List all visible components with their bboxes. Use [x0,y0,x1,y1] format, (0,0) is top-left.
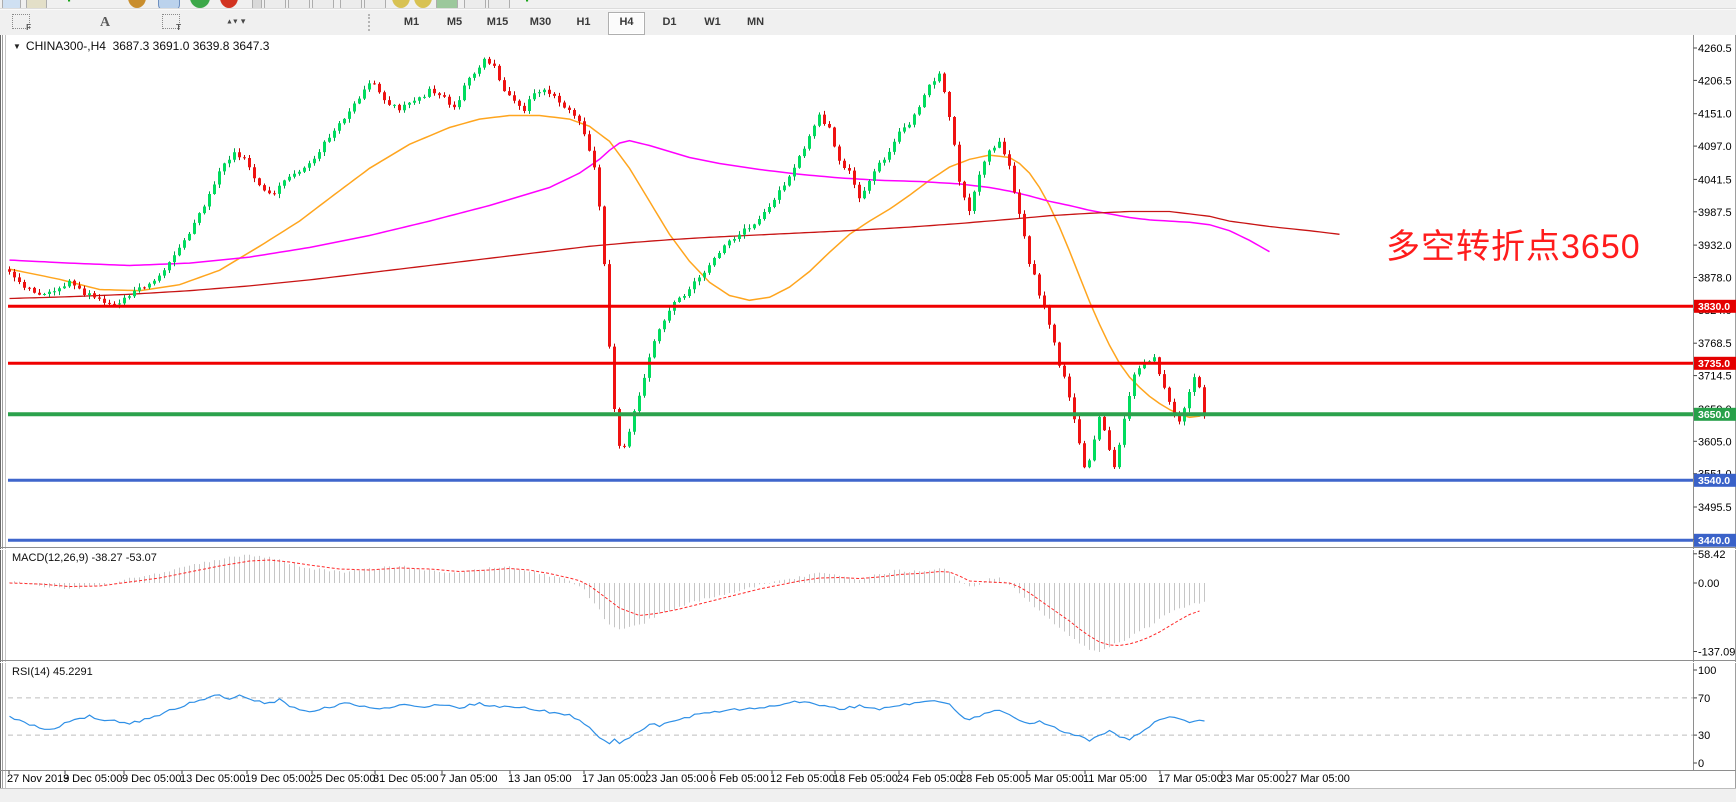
stop-icon-icon[interactable] [220,0,238,8]
timeframe-button-W1[interactable]: W1 [694,12,731,35]
svg-text:-137.09: -137.09 [1698,647,1735,659]
svg-text:3735.0: 3735.0 [1698,358,1730,370]
svg-text:4206.5: 4206.5 [1698,75,1732,87]
svg-text:3 Dec 05:00: 3 Dec 05:00 [63,773,122,785]
timeframe-button-M1[interactable]: M1 [393,12,430,35]
svg-text:3540.0: 3540.0 [1698,475,1730,487]
timeframe-button-M5[interactable]: M5 [436,12,473,35]
svg-text:31 Dec 05:00: 31 Dec 05:00 [373,773,438,785]
add-indicator-icon-icon[interactable]: + [518,0,536,8]
svg-text:3605.0: 3605.0 [1698,436,1732,448]
timeframe-buttons: M1 M5 M15 M30 H1 H4 D1 W1 MN [393,12,774,35]
timeframe-button-M15[interactable]: M15 [479,12,516,35]
svg-text:100: 100 [1698,665,1716,677]
timeframe-button-M30[interactable]: M30 [522,12,559,35]
chart-symbol: CHINA300-,H4 [26,39,106,53]
svg-text:3650.0: 3650.0 [1698,409,1730,421]
market-watch-icon-icon[interactable] [26,0,47,9]
label-letter: T [176,23,181,32]
svg-text:13 Dec 05:00: 13 Dec 05:00 [180,773,245,785]
chart-title: ▼ CHINA300-,H4 3687.3 3691.0 3639.8 3647.… [13,39,269,53]
svg-text:23 Jan 05:00: 23 Jan 05:00 [645,773,709,785]
arrows-glyph: ▲▼ [226,18,238,25]
svg-text:3932.0: 3932.0 [1698,240,1732,252]
svg-text:12 Feb 05:00: 12 Feb 05:00 [770,773,835,785]
svg-text:4260.5: 4260.5 [1698,43,1732,55]
text-label-tool-icon[interactable]: T [162,13,180,33]
timeframe-button-MN[interactable]: MN [737,12,774,35]
svg-text:9 Dec 05:00: 9 Dec 05:00 [122,773,181,785]
fibonacci-box-icon: F [12,14,30,29]
drawing-toolbar: F A T ▲▼▾ M1 M5 M15 M30 H1 H4 D1 W1 MN [0,9,1736,35]
macd-label: MACD(12,26,9) -38.27 -53.07 [12,552,157,564]
list-icon-icon[interactable] [252,0,262,9]
svg-text:5 Mar 05:00: 5 Mar 05:00 [1025,773,1084,785]
svg-text:3495.5: 3495.5 [1698,502,1732,514]
text-letter: A [100,15,110,30]
templates-icon-icon[interactable] [414,0,432,8]
chart-background [0,35,1736,788]
periods-icon-icon[interactable] [464,0,486,9]
svg-text:30: 30 [1698,730,1710,742]
svg-text:3987.5: 3987.5 [1698,207,1732,219]
new-template-icon-icon[interactable] [392,0,410,8]
svg-text:4097.0: 4097.0 [1698,141,1732,153]
svg-text:27 Nov 2019: 27 Nov 2019 [7,773,69,785]
compass-icon-icon[interactable] [128,0,146,8]
svg-text:19 Dec 05:00: 19 Dec 05:00 [245,773,310,785]
svg-text:17 Jan 05:00: 17 Jan 05:00 [582,773,646,785]
svg-text:11 Mar 05:00: 11 Mar 05:00 [1083,773,1147,785]
svg-text:23 Mar 05:00: 23 Mar 05:00 [1220,773,1285,785]
svg-text:27 Mar 05:00: 27 Mar 05:00 [1285,773,1350,785]
label-box-icon: T [162,14,180,29]
svg-text:28 Feb 05:00: 28 Feb 05:00 [960,773,1025,785]
zoom-out-icon-icon[interactable] [364,0,386,9]
text-tool-icon[interactable]: A [100,13,110,33]
windows-icon-icon[interactable] [488,0,510,9]
svg-text:3830.0: 3830.0 [1698,301,1730,313]
candlestick-chart-icon-icon[interactable] [288,0,310,9]
arrows-tool-icon[interactable]: ▲▼▾ [226,13,245,33]
bar-chart-icon-icon[interactable] [264,0,286,9]
main-toolbar: ++ [0,0,1736,9]
svg-text:13 Jan 05:00: 13 Jan 05:00 [508,773,572,785]
svg-text:6 Feb 05:00: 6 Feb 05:00 [710,773,769,785]
svg-text:7 Jan 05:00: 7 Jan 05:00 [440,773,498,785]
svg-text:17 Mar 05:00: 17 Mar 05:00 [1158,773,1223,785]
svg-text:58.42: 58.42 [1698,549,1726,561]
svg-text:3440.0: 3440.0 [1698,535,1730,547]
timeframe-button-D1[interactable]: D1 [651,12,688,35]
svg-text:70: 70 [1698,693,1710,705]
timeframe-button-H4[interactable]: H4 [608,12,645,35]
svg-text:4041.5: 4041.5 [1698,174,1732,186]
fibonacci-letter: F [26,23,31,32]
svg-text:25 Dec 05:00: 25 Dec 05:00 [310,773,375,785]
svg-text:0.00: 0.00 [1698,578,1719,590]
svg-text:4151.0: 4151.0 [1698,109,1732,121]
zoom-in-icon-icon[interactable] [340,0,362,9]
autotrading-icon-icon[interactable] [158,0,180,9]
svg-text:3768.5: 3768.5 [1698,338,1732,350]
toolbar-grip[interactable] [368,14,373,31]
symbol-dropdown-icon[interactable]: ▼ [13,42,21,51]
svg-text:18 Feb 05:00: 18 Feb 05:00 [833,773,898,785]
new-chart-icon-icon[interactable] [2,0,21,9]
start-icon-icon[interactable] [190,0,210,8]
fibonacci-tool-icon[interactable]: F [12,13,30,33]
svg-text:3878.0: 3878.0 [1698,273,1732,285]
svg-text:0: 0 [1698,758,1704,770]
indicators-icon-icon[interactable] [436,0,458,9]
rsi-label: RSI(14) 45.2291 [12,666,93,678]
svg-text:3714.5: 3714.5 [1698,371,1732,383]
chevron-down-icon[interactable]: ▾ [241,16,246,26]
new-order-icon-icon[interactable]: + [60,0,78,8]
line-chart-icon-icon[interactable] [312,0,334,9]
timeframe-button-H1[interactable]: H1 [565,12,602,35]
chart-annotation-text[interactable]: 多空转折点3650 [1386,219,1641,268]
svg-text:24 Feb 05:00: 24 Feb 05:00 [897,773,962,785]
chart-ohlc: 3687.3 3691.0 3639.8 3647.3 [113,39,270,53]
